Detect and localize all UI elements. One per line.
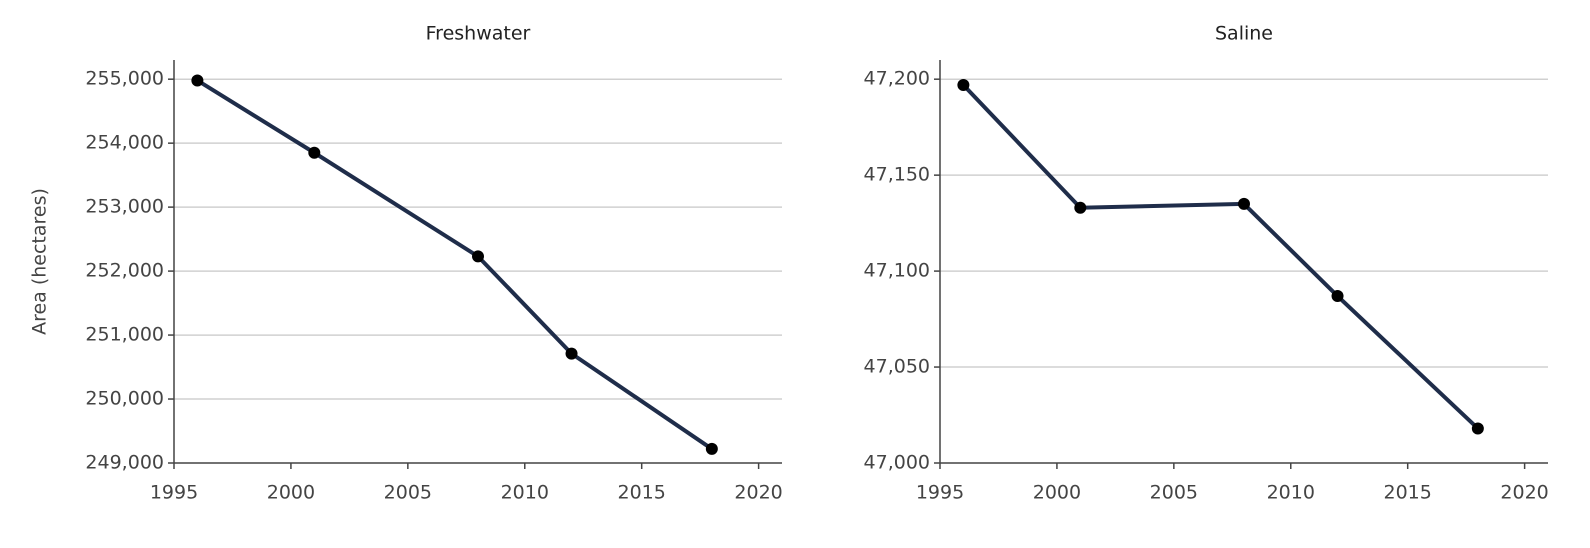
point (1238, 197, 1250, 210)
x-tick-label: 1995 (916, 482, 964, 504)
x-tick-label: 2015 (618, 482, 666, 504)
y-axis-label: Area (hectares) (29, 188, 51, 335)
x-tick-label: 2020 (734, 482, 782, 504)
x-tick-label: 2005 (1150, 482, 1198, 504)
y-tick-label: 47,200 (864, 68, 930, 90)
x-tick-label: 2010 (1267, 482, 1315, 504)
point (1471, 422, 1484, 435)
y-tick-label: 47,000 (864, 452, 930, 474)
point (1331, 290, 1344, 303)
x-tick-label: 2020 (1500, 482, 1548, 504)
chart-title: Saline (1215, 23, 1273, 45)
x-tick-label: 2000 (267, 482, 315, 504)
y-tick-label: 251,000 (85, 324, 164, 346)
y-tick-label: 249,000 (85, 452, 164, 474)
y-tick-label: 252,000 (85, 260, 164, 282)
line (196, 78, 713, 451)
x-tick-label: 2005 (384, 482, 432, 504)
y-tick-label: 255,000 (85, 68, 164, 90)
point (308, 146, 321, 159)
y-tick-label: 253,000 (85, 196, 164, 218)
y-tick-label: 47,150 (864, 164, 930, 186)
point (705, 442, 718, 455)
chart-title: Freshwater (426, 23, 531, 45)
point (957, 78, 970, 91)
y-tick-label: 254,000 (85, 132, 164, 154)
x-tick-label: 2000 (1033, 482, 1081, 504)
y-tick-label: 250,000 (85, 388, 164, 410)
line (961, 83, 1480, 430)
y-tick-label: 47,050 (864, 356, 930, 378)
point (565, 347, 578, 360)
point (191, 74, 204, 87)
point (1074, 201, 1087, 214)
x-tick-label: 2015 (1384, 482, 1432, 504)
y-tick-label: 47,100 (864, 260, 930, 282)
x-tick-label: 2010 (501, 482, 549, 504)
point (472, 250, 484, 263)
x-tick-label: 1995 (150, 482, 198, 504)
